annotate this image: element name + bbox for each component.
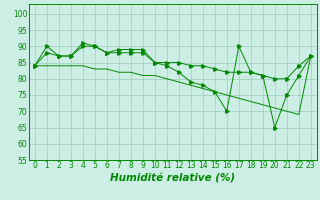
X-axis label: Humidité relative (%): Humidité relative (%)	[110, 173, 236, 183]
